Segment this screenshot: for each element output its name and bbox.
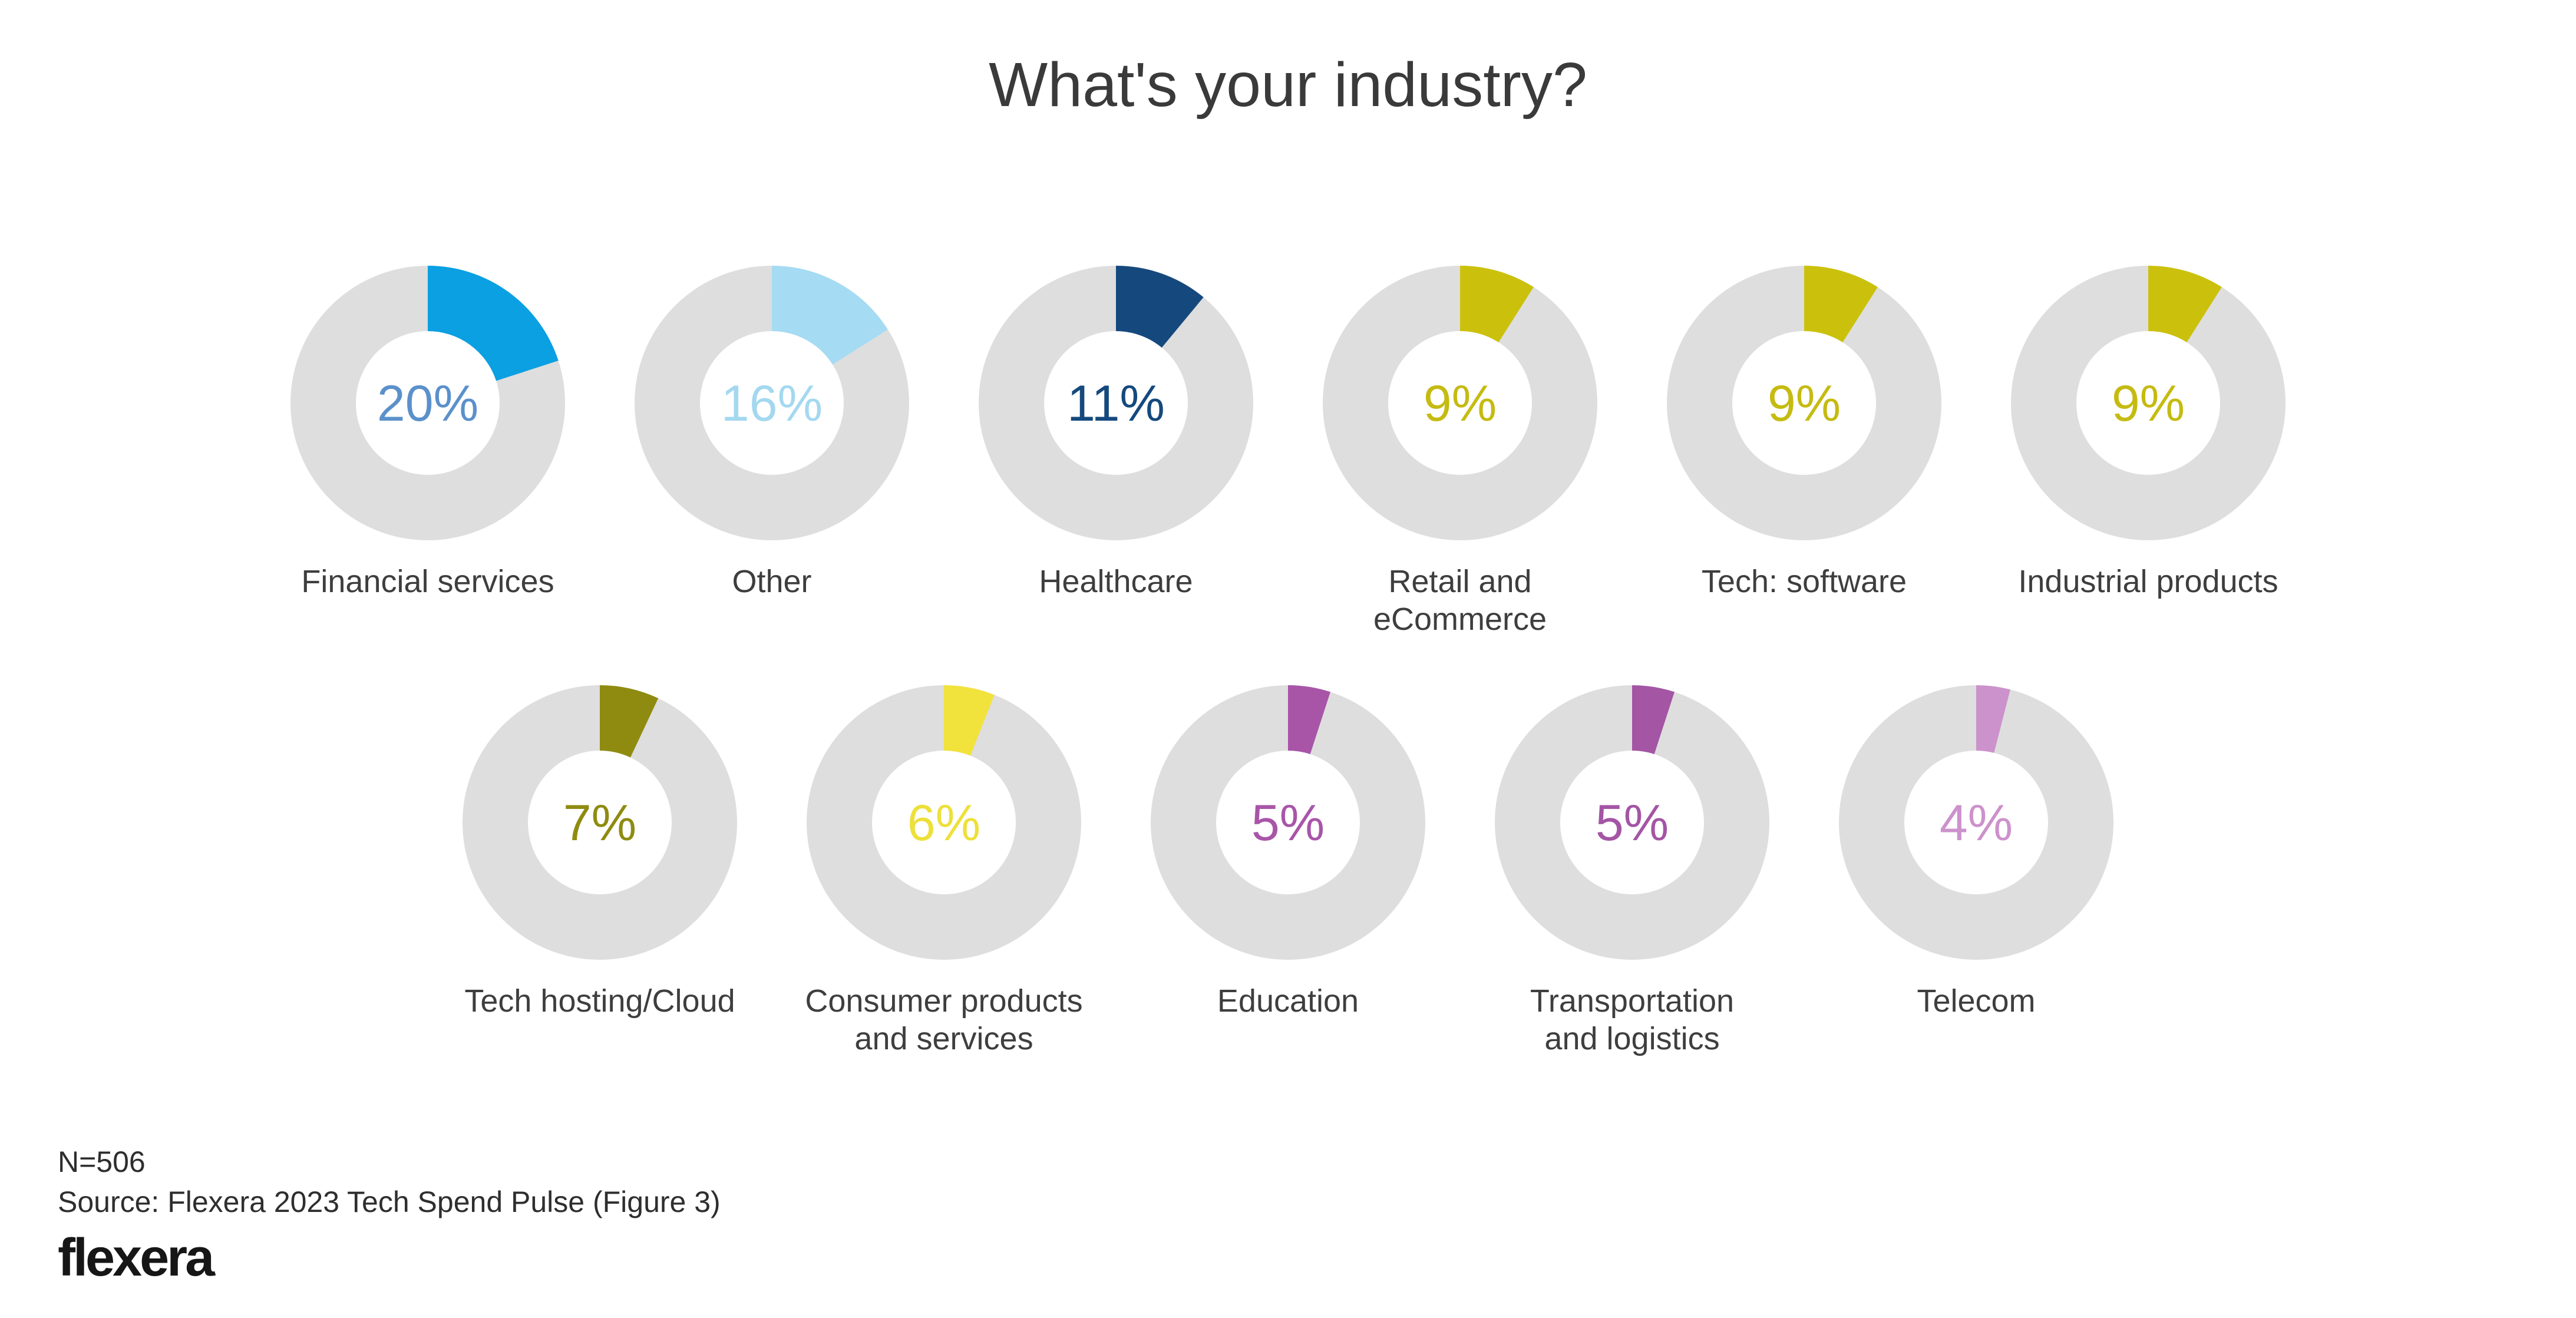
donut-percent-label: 9% <box>1424 375 1497 432</box>
flexera-logo-text: flexera <box>58 1228 214 1287</box>
donut-cell-6: 9% Industrial products <box>1976 266 2320 638</box>
donut-segment <box>1667 266 1941 540</box>
donut-category-label: Tech: software <box>1701 564 1907 599</box>
donut-category-label: Healthcare <box>1039 564 1193 599</box>
donut-cell-1: 20% Financial services <box>256 266 600 638</box>
donut-percent-label: 5% <box>1596 795 1669 851</box>
donut-row-1: 20% Financial services 16% Other 11% Hea… <box>0 266 2576 638</box>
donut-chart: 5% <box>1495 685 1769 960</box>
donut-cell-2: 16% Other <box>600 266 944 638</box>
donut-segment <box>2011 266 2286 540</box>
donut-category-label: Industrial products <box>2018 564 2278 599</box>
donut-chart: 7% <box>463 685 737 960</box>
donut-row-2: 7% Tech hosting/Cloud 6% Consumer produc… <box>0 685 2576 1058</box>
donut-chart: 20% <box>290 266 565 540</box>
donut-category-label: Telecom <box>1917 983 2036 1019</box>
donut-category-label: Consumer products and services <box>805 983 1083 1056</box>
donut-percent-label: 9% <box>2112 375 2185 432</box>
donut-segment <box>979 266 1253 540</box>
donut-cell-10: 5% Transportation and logistics <box>1460 685 1804 1058</box>
donut-percent-label: 4% <box>1940 795 2013 851</box>
donut-cell-4: 9% Retail and eCommerce <box>1288 266 1632 638</box>
donut-chart: 9% <box>2011 266 2286 540</box>
donut-segment <box>1151 685 1425 960</box>
donut-cell-11: 4% Telecom <box>1804 685 2148 1058</box>
donut-percent-label: 16% <box>721 375 823 432</box>
sample-size-note: N=506 <box>58 1145 146 1178</box>
donut-cell-9: 5% Education <box>1116 685 1460 1058</box>
donut-category-label: Financial services <box>301 564 554 599</box>
donut-chart: 11% <box>979 266 1253 540</box>
donut-segment <box>1323 266 1597 540</box>
donut-segment <box>635 266 909 540</box>
donut-cell-3: 11% Healthcare <box>944 266 1288 638</box>
donut-cell-7: 7% Tech hosting/Cloud <box>428 685 772 1058</box>
footer: N=506 Source: Flexera 2023 Tech Spend Pu… <box>58 1142 721 1297</box>
donut-category-label: Transportation and logistics <box>1530 983 1735 1056</box>
flexera-logo: flexera. <box>58 1231 721 1297</box>
donut-percent-label: 5% <box>1251 795 1325 851</box>
donut-category-label: Retail and eCommerce <box>1373 564 1547 637</box>
donut-segment <box>807 685 1081 960</box>
donut-percent-label: 9% <box>1768 375 1841 432</box>
source-note: Source: Flexera 2023 Tech Spend Pulse (F… <box>58 1185 721 1218</box>
donut-chart: 4% <box>1839 685 2113 960</box>
donut-chart: 9% <box>1667 266 1941 540</box>
donut-percent-label: 11% <box>1067 375 1165 432</box>
donut-percent-label: 7% <box>563 795 636 851</box>
donut-category-label: Tech hosting/Cloud <box>464 983 735 1019</box>
flexera-logo-trademark: . <box>212 1261 217 1279</box>
donut-category-label: Education <box>1217 983 1359 1019</box>
donut-segment <box>1495 685 1769 960</box>
donut-percent-label: 6% <box>907 795 980 851</box>
donut-cell-8: 6% Consumer products and services <box>772 685 1116 1058</box>
donut-chart: 6% <box>807 685 1081 960</box>
donut-segment <box>1839 685 2113 960</box>
donut-chart: 5% <box>1151 685 1425 960</box>
donut-cell-5: 9% Tech: software <box>1632 266 1976 638</box>
chart-title: What's your industry? <box>989 50 1587 120</box>
donut-percent-label: 20% <box>377 375 478 432</box>
donut-chart: 9% <box>1323 266 1597 540</box>
donut-chart: 16% <box>635 266 909 540</box>
donut-segment <box>463 685 737 960</box>
donut-segment <box>290 266 565 540</box>
donut-category-label: Other <box>732 564 812 599</box>
